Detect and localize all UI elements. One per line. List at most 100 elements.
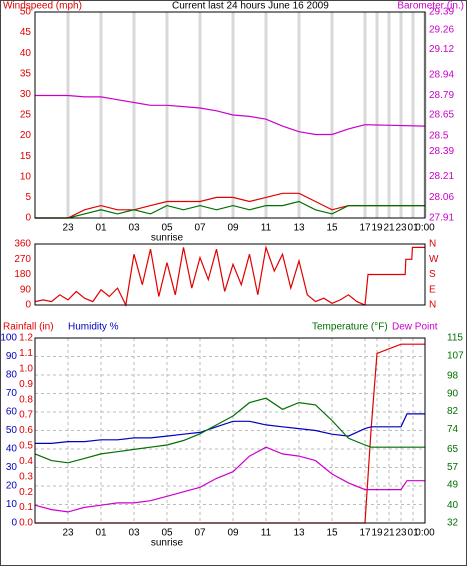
y-tick-label: 20: [6, 481, 18, 492]
y-tick-label: 90: [20, 284, 32, 295]
series-line: [34, 397, 425, 464]
y2-tick-label: 82: [447, 406, 459, 417]
x-tick-label: 23: [395, 528, 407, 539]
x-tick-label: 0:00: [415, 223, 435, 234]
y-tick-label: 30: [20, 89, 32, 100]
y-tick-label: 35: [20, 68, 32, 79]
y3-tick-label: 0.7: [19, 410, 33, 421]
x-tick-label: 09: [227, 528, 239, 539]
x-tick-label: 15: [326, 223, 338, 234]
y-tick-label: 50: [6, 425, 18, 436]
y3-tick-label: 0.3: [19, 471, 33, 482]
y-tick-label: 70: [6, 388, 18, 399]
x-tick-label: 19: [371, 223, 383, 234]
y2-tick-label: 28.65: [429, 110, 454, 121]
y-tick-label: 60: [6, 407, 18, 418]
y2-tick-label: 28.94: [429, 69, 454, 80]
y2-tick-label: S: [429, 269, 436, 280]
y3-tick-label: 0.1: [19, 502, 33, 513]
x-tick-label: 05: [161, 223, 173, 234]
x-tick-label: 21: [383, 528, 395, 539]
y2-tick-label: 28.21: [429, 171, 454, 182]
y-tick-label: 20: [20, 130, 32, 141]
y-tick-label: 100: [0, 333, 17, 344]
y-tick-label: 10: [20, 171, 32, 182]
y2-tick-label: 28.06: [429, 192, 454, 203]
y3-tick-label: 0.0: [19, 518, 33, 529]
x-tick-label: 19: [371, 528, 383, 539]
y-tick-label: 90: [6, 351, 18, 362]
x-tick-label: 01: [95, 223, 107, 234]
x-tick-label: 17: [359, 528, 371, 539]
y3-tick-label: 0.8: [19, 394, 33, 405]
y-tick-label: 50: [20, 7, 32, 18]
y-tick-label: 5: [25, 192, 31, 203]
y-tick-label: 45: [20, 27, 32, 38]
x-tick-label: 23: [62, 528, 74, 539]
x-tick-label: 23: [395, 223, 407, 234]
series-line: [34, 245, 425, 307]
y-tick-label: 0: [25, 300, 31, 311]
y2-tick-label: 28.39: [429, 146, 454, 157]
y3-tick-label: 1.0: [19, 363, 33, 374]
y-tick-label: 10: [6, 499, 18, 510]
series-line: [35, 94, 426, 136]
series-line: [35, 192, 425, 219]
y2-tick-label: W: [429, 254, 439, 265]
y3-tick-label: 0.6: [19, 425, 33, 436]
x-tick-label: 01: [407, 223, 419, 234]
x-tick-label: 11: [261, 223, 272, 234]
y-tick-label: 40: [6, 444, 18, 455]
y2-tick-label: N: [429, 300, 436, 311]
y2-tick-label: 28.5: [429, 131, 449, 142]
plot-area: [34, 337, 426, 524]
y-tick-label: 30: [6, 462, 18, 473]
annotation: sunrise: [151, 538, 184, 549]
y2-tick-label: 49: [447, 480, 459, 491]
x-tick-label: 01: [407, 528, 419, 539]
y2-tick-label: 29.12: [429, 44, 454, 55]
y-tick-label: 180: [14, 269, 31, 280]
series-line: [35, 200, 425, 219]
y-tick-label: 80: [6, 370, 18, 381]
y2-tick-label: 74: [447, 424, 459, 435]
legend-entry: Temperature (°F): [312, 322, 388, 333]
x-tick-label: 17: [359, 223, 371, 234]
y2-tick-label: 57: [447, 462, 459, 473]
y2-tick-label: N: [429, 239, 436, 250]
x-tick-label: 15: [326, 528, 338, 539]
y2-tick-label: 40: [447, 500, 459, 511]
x-tick-label: 07: [194, 528, 206, 539]
y2-tick-label: 28.79: [429, 90, 454, 101]
x-tick-label: 11: [261, 528, 272, 539]
y-tick-label: 25: [20, 110, 32, 121]
y2-tick-label: 107: [447, 350, 464, 361]
y-tick-label: 0: [11, 518, 17, 529]
annotation: sunrise: [151, 233, 184, 244]
legend-entry: Rainfall (in): [3, 322, 54, 333]
legend-entry: Dew Point: [392, 322, 438, 333]
y2-tick-label: 29.26: [429, 25, 454, 36]
y3-tick-label: 0.4: [19, 456, 33, 467]
y-tick-label: 15: [20, 151, 32, 162]
y-tick-label: 270: [14, 254, 31, 265]
plot-area: [34, 11, 426, 219]
y2-tick-label: 29.39: [429, 7, 454, 18]
y2-tick-label: E: [429, 284, 436, 295]
x-tick-label: 09: [227, 223, 239, 234]
x-tick-label: 21: [383, 223, 395, 234]
x-tick-label: 03: [128, 528, 140, 539]
y3-tick-label: 1.1: [19, 348, 33, 359]
y2-tick-label: 90: [447, 388, 459, 399]
x-tick-label: 03: [128, 223, 140, 234]
x-tick-label: 05: [161, 528, 173, 539]
y3-tick-label: 0.5: [19, 441, 33, 452]
x-tick-label: 01: [95, 528, 107, 539]
y-tick-label: 40: [20, 48, 32, 59]
plot-area: [34, 243, 426, 306]
x-tick-label: 13: [293, 528, 305, 539]
y2-tick-label: 32: [447, 518, 459, 529]
chart-title: Current last 24 hours June 16 2009: [172, 1, 329, 12]
x-tick-label: 07: [194, 223, 206, 234]
